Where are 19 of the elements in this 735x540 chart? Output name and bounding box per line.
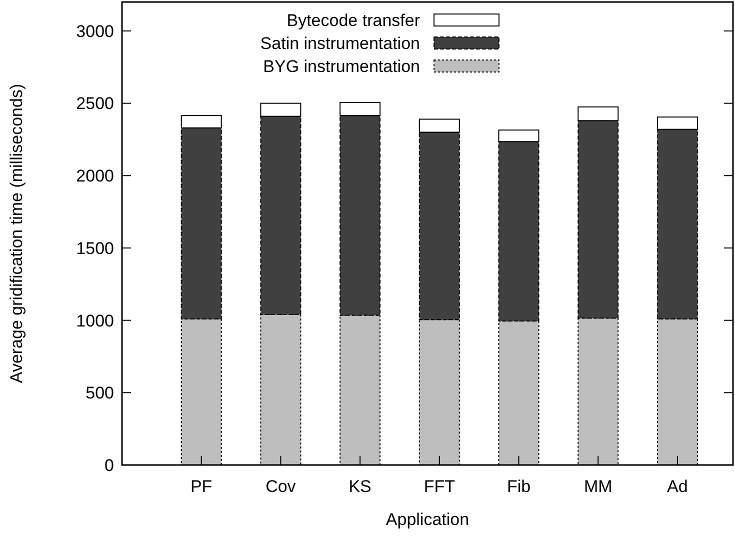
y-tick-label: 1000 (76, 311, 114, 330)
x-tick-label: PF (190, 477, 212, 496)
y-axis-title: Average gridification time (milliseconds) (7, 84, 26, 384)
x-tick-label: Fib (506, 477, 531, 496)
x-tick-label: Ad (667, 477, 688, 496)
x-tick-label: MM (584, 477, 612, 496)
x-tick-label: KS (348, 477, 372, 496)
x-tick-label: Cov (266, 477, 296, 496)
x-tick-label: FFT (424, 477, 455, 496)
legend-label: BYG instrumentation (263, 56, 420, 76)
y-tick-label: 2500 (76, 94, 114, 114)
y-tick-label: 2000 (76, 166, 114, 186)
y-tick-label: 500 (86, 384, 114, 403)
legend-label: Satin instrumentation (260, 34, 420, 53)
x-axis-title: Application (386, 510, 470, 529)
y-tick-label: 1500 (76, 238, 114, 258)
y-tick-label: 0 (104, 456, 114, 475)
y-tick-label: 3000 (76, 22, 114, 41)
legend-label: Bytecode transfer (286, 10, 420, 30)
